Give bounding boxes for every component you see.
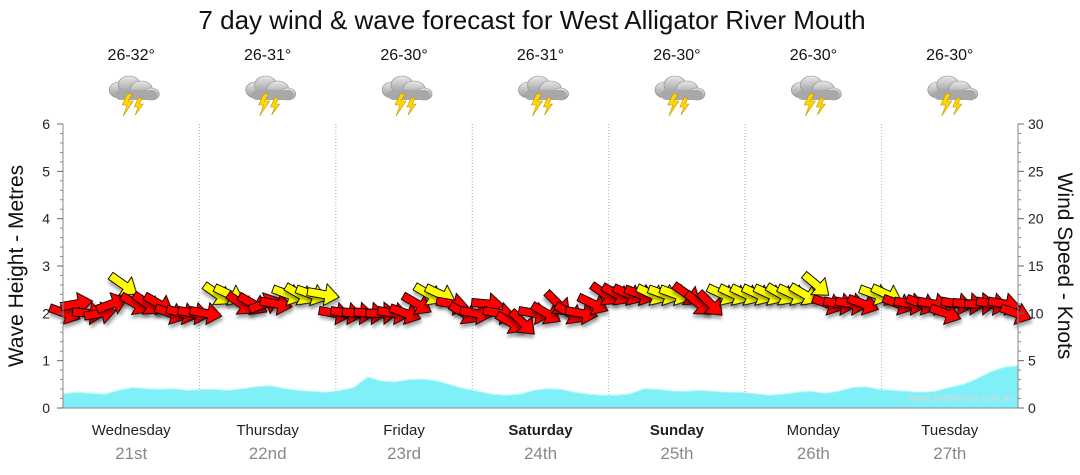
thunderstorm-icon xyxy=(927,75,979,117)
left-axis-title: Wave Height - Metres xyxy=(5,165,28,367)
day-temperature: 26-30° xyxy=(380,47,427,64)
day-temperature: 26-31° xyxy=(517,47,564,64)
wind-arrow xyxy=(306,282,340,307)
left-tick-label: 1 xyxy=(42,353,50,369)
right-tick-label: 5 xyxy=(1028,353,1036,369)
left-tick-label: 4 xyxy=(42,211,50,227)
thunderstorm-icon xyxy=(381,75,433,117)
day-temperature: 26-30° xyxy=(790,47,837,64)
wind-arrow xyxy=(788,282,820,306)
wave-height-area xyxy=(62,365,1019,409)
right-tick-label: 10 xyxy=(1028,305,1044,321)
right-tick-label: 30 xyxy=(1028,116,1044,132)
day-date: 25th xyxy=(660,444,693,463)
left-tick-label: 3 xyxy=(42,258,50,274)
wind-arrow xyxy=(388,302,422,326)
left-tick-label: 5 xyxy=(42,163,50,179)
wind-arrow xyxy=(188,301,223,326)
chart-title: 7 day wind & wave forecast for West Alli… xyxy=(198,5,865,35)
wind-arrow xyxy=(508,307,535,335)
wind-arrow xyxy=(529,301,561,325)
wind-arrow xyxy=(695,289,723,316)
day-temperature: 26-30° xyxy=(653,47,700,64)
day-name: Monday xyxy=(787,422,841,439)
wind-arrow xyxy=(94,292,128,315)
daily-temperatures: 26-32° 26-31° 26-30° 26-31° 26-30° 26-30° 26-3… xyxy=(108,47,974,64)
day-date: 21st xyxy=(115,444,147,463)
day-name: Saturday xyxy=(508,422,573,439)
thunderstorm-icon xyxy=(245,75,296,117)
thunderstorm-icon xyxy=(654,75,706,117)
weather-icons xyxy=(108,75,979,117)
day-temperature: 26-30° xyxy=(926,47,973,64)
wind-arrow xyxy=(259,292,293,317)
wind-arrow xyxy=(998,302,1032,326)
right-tick-label: 25 xyxy=(1028,163,1044,179)
day-name: Friday xyxy=(383,422,425,439)
wind-arrow xyxy=(564,301,599,326)
day-date: 27th xyxy=(933,444,966,463)
thunderstorm-icon xyxy=(518,75,569,117)
grid-lines xyxy=(198,124,883,408)
day-name: Sunday xyxy=(650,422,705,439)
right-tick-label: 15 xyxy=(1028,258,1044,274)
credit-watermark: www.seabreeze.com.au xyxy=(907,393,1014,404)
wind-arrows xyxy=(47,270,1032,335)
day-date: 22nd xyxy=(249,444,287,463)
day-name: Tuesday xyxy=(921,422,978,439)
day-name: Thursday xyxy=(236,422,299,439)
left-tick-label: 6 xyxy=(42,116,50,132)
wave-height-series xyxy=(62,365,1019,409)
day-date: 26th xyxy=(797,444,830,463)
wind-arrow xyxy=(928,302,962,326)
left-tick-label: 0 xyxy=(42,400,50,416)
day-date: 24th xyxy=(524,444,557,463)
left-tick-label: 2 xyxy=(42,305,50,321)
day-labels: Wednesday 21st Thursday 22nd Friday 23rd Satur… xyxy=(92,422,979,463)
plot-area xyxy=(63,124,1018,408)
day-temperature: 26-31° xyxy=(244,47,291,64)
day-name: Wednesday xyxy=(92,422,171,439)
wind-arrow xyxy=(400,291,432,316)
wind-arrow xyxy=(800,270,830,296)
wind-arrow xyxy=(576,292,609,316)
wind-arrow xyxy=(846,293,880,316)
right-axis-ticks: 0 5 10 15 20 25 30 xyxy=(1018,116,1044,416)
right-axis-title: Wind Speed - Knots xyxy=(1053,173,1076,360)
thunderstorm-icon xyxy=(108,75,160,117)
thunderstorm-icon xyxy=(791,75,842,117)
right-tick-label: 20 xyxy=(1028,211,1044,227)
day-temperature: 26-32° xyxy=(108,47,155,64)
right-tick-label: 0 xyxy=(1028,400,1036,416)
left-axis-ticks: 0 1 2 3 4 5 6 xyxy=(42,116,63,416)
day-date: 23rd xyxy=(387,444,421,463)
